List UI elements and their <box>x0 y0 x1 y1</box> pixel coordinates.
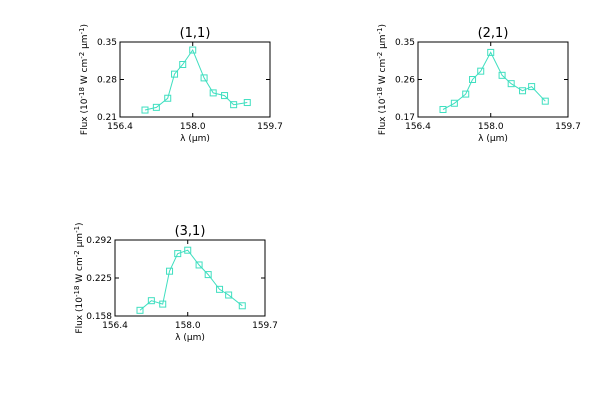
data-point <box>498 71 506 79</box>
data-point <box>209 89 217 97</box>
chart-title: (3,1) <box>175 224 206 239</box>
data-point <box>204 271 212 279</box>
data-point <box>174 250 182 258</box>
data-point <box>230 101 238 109</box>
chart-title: (2,1) <box>478 26 509 41</box>
y-axis-label: Flux (10-18​ W cm-2​ μm-1​) <box>376 24 388 135</box>
y-tick-label: 0.225 <box>86 274 112 284</box>
data-point <box>184 246 192 254</box>
data-point <box>195 261 203 269</box>
series-line <box>442 51 546 110</box>
y-tick-label: 0.35 <box>97 38 117 48</box>
series-line <box>144 48 248 111</box>
data-point <box>225 291 233 299</box>
data-point <box>528 83 536 91</box>
y-axis-label: Flux (10-18​ W cm-2​ μm-1​) <box>78 24 90 135</box>
x-tick-label: 156.4 <box>102 321 128 331</box>
data-point <box>439 106 447 113</box>
data-point <box>189 46 197 54</box>
data-point <box>477 67 485 75</box>
y-tick-label: 0.35 <box>395 38 415 48</box>
data-point <box>450 99 458 107</box>
y-tick-label: 0.21 <box>97 113 117 123</box>
x-tick-label: 156.4 <box>405 122 431 132</box>
x-tick-label: 156.4 <box>107 122 133 132</box>
x-tick-label: 159.7 <box>555 122 581 132</box>
data-point <box>216 285 224 293</box>
data-point <box>462 90 470 98</box>
x-tick-label: 158.0 <box>180 122 206 132</box>
data-point <box>238 302 246 310</box>
data-point <box>171 70 179 78</box>
y-tick-label: 0.292 <box>86 236 112 246</box>
data-point <box>243 99 251 107</box>
data-point <box>179 61 187 68</box>
y-tick-label: 0.28 <box>97 76 117 86</box>
series-line <box>139 249 243 311</box>
data-point <box>166 267 174 275</box>
x-tick-label: 159.7 <box>252 321 278 331</box>
y-tick-label: 0.158 <box>86 312 112 322</box>
panel-3: (3,1) 156.4 158.0 159.7 0.158 0.225 0.292 λ (μm… <box>73 222 278 343</box>
x-axis-label: λ (μm) <box>180 134 210 144</box>
data-point <box>519 87 527 95</box>
data-point <box>164 94 172 102</box>
data-point <box>141 106 149 114</box>
chart-title: (1,1) <box>180 26 211 41</box>
data-point <box>159 300 167 308</box>
data-point <box>469 76 477 83</box>
x-axis-label: λ (μm) <box>175 333 205 343</box>
plot-frame <box>417 41 569 118</box>
data-point <box>147 297 155 305</box>
x-tick-label: 158.0 <box>478 122 504 132</box>
data-point <box>200 74 208 82</box>
plot-frame <box>114 239 266 317</box>
data-point <box>221 92 229 100</box>
data-point <box>152 103 160 111</box>
data-point <box>507 80 515 88</box>
y-axis-label: Flux (10-18​ W cm-2​ μm-1​) <box>73 222 85 333</box>
x-tick-label: 159.7 <box>257 122 283 132</box>
panel-2: (2,1) 156.4 158.0 159.7 0.17 0.26 0.35 λ (μm) Fl… <box>376 24 581 144</box>
data-point <box>541 97 549 105</box>
data-point <box>136 306 144 314</box>
data-point <box>487 48 495 56</box>
x-axis-label: λ (μm) <box>478 134 508 144</box>
y-tick-label: 0.17 <box>395 113 415 123</box>
y-tick-label: 0.26 <box>395 76 415 86</box>
panel-1: (1,1) 156.4 158.0 159.7 0.21 0.28 0.35 λ (μm) Fl… <box>78 24 283 144</box>
x-tick-label: 158.0 <box>175 321 201 331</box>
